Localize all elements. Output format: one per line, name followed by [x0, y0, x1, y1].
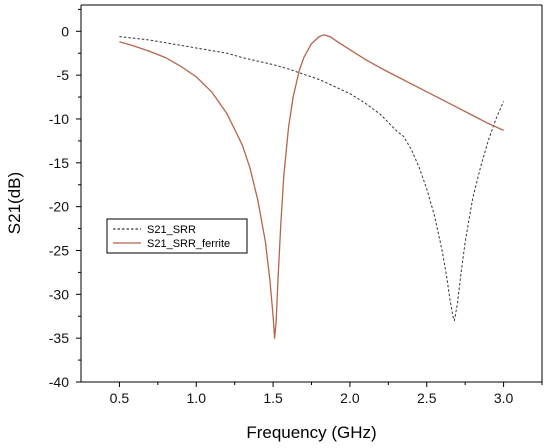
x-tick-label: 3.0 [494, 390, 514, 406]
y-tick-label: -25 [49, 242, 69, 258]
plot-frame [80, 4, 543, 383]
y-tick-label: -40 [49, 374, 69, 390]
legend-label: S21_SRR [147, 224, 196, 236]
y-tick-label: -10 [49, 111, 69, 127]
axis-ticks: 0.5 1.0 1.5 2.0 2.5 3.0 0 -5 -10 -15 -20 -25 -30 -35 -… [49, 8, 543, 406]
y-tick-label: -30 [49, 286, 69, 302]
legend-label: S21_SRR_ferrite [147, 238, 230, 250]
y-tick-label: -5 [57, 67, 70, 83]
y-tick-label: -15 [49, 155, 69, 171]
y-tick-label: -35 [49, 330, 69, 346]
x-tick-label: 2.5 [417, 390, 437, 406]
x-axis-title: Frequency (GHz) [246, 423, 376, 442]
y-tick-label: -20 [49, 199, 69, 215]
x-tick-label: 2.0 [340, 390, 360, 406]
y-tick-label: 0 [61, 23, 69, 39]
series-line-2 [119, 34, 504, 339]
legend-box [106, 218, 248, 254]
x-tick-label: 0.5 [110, 390, 130, 406]
y-axis-title: S21(dB) [5, 172, 24, 234]
x-tick-label: 1.5 [263, 390, 283, 406]
x-tick-label: 1.0 [187, 390, 207, 406]
legend: S21_SRR S21_SRR_ferrite [106, 218, 248, 254]
series-layer [119, 34, 505, 339]
series-line-1 [119, 36, 505, 322]
